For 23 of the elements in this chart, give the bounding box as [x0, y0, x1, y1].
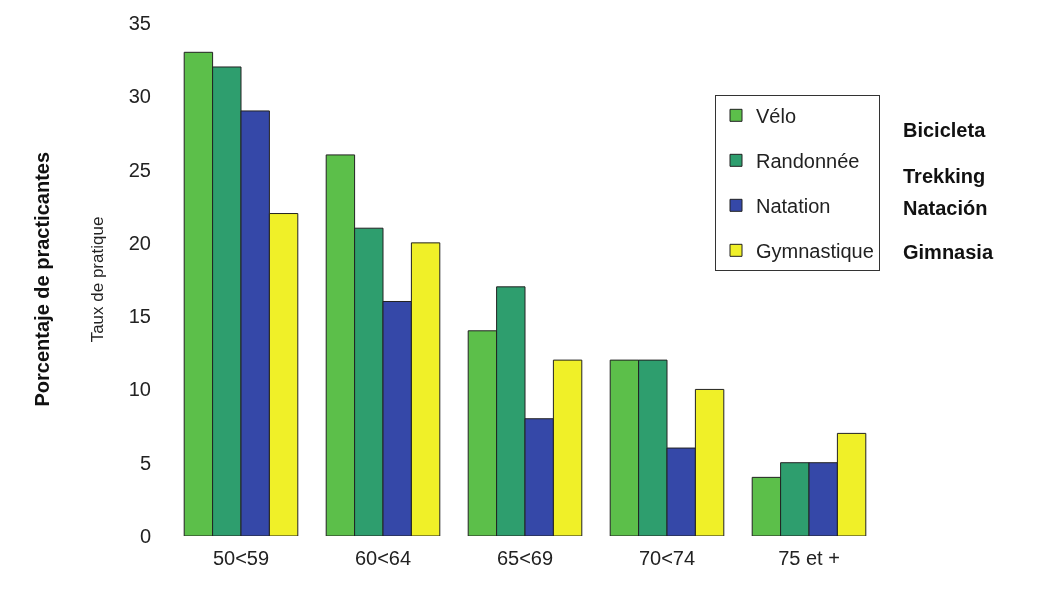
legend-label: Randonnée [756, 150, 860, 173]
y-tick-label: 5 [139, 451, 151, 474]
text: Porcentaje de practicantes [30, 151, 53, 407]
legend-label: Natation [756, 195, 831, 218]
x-tick-label: 70<74 [638, 547, 696, 569]
legend-label: Vélo [756, 105, 797, 128]
y-tick-label: 10 [128, 378, 151, 401]
x-tick-label: 65<69 [496, 547, 554, 569]
x-tick-label: 75 et + [778, 547, 840, 569]
legend-label: Gymnastique [756, 240, 874, 263]
x-tick-label: 50<59 [212, 547, 270, 569]
text: Gimnasia [903, 241, 994, 263]
x-tick-label: 60<64 [354, 547, 412, 569]
text: Trekking [903, 165, 986, 187]
y-tick-label: 0 [139, 525, 151, 547]
text: Bicicleta [903, 119, 987, 141]
y-tick-label: 25 [128, 158, 151, 181]
text: Natación [903, 197, 988, 219]
y-tick-label: 15 [128, 305, 151, 328]
y-tick-label: 35 [128, 12, 151, 34]
y-tick-label: 20 [128, 231, 151, 254]
y-tick-label: 30 [128, 85, 151, 108]
y-axis-title: Taux de pratique [88, 216, 108, 343]
